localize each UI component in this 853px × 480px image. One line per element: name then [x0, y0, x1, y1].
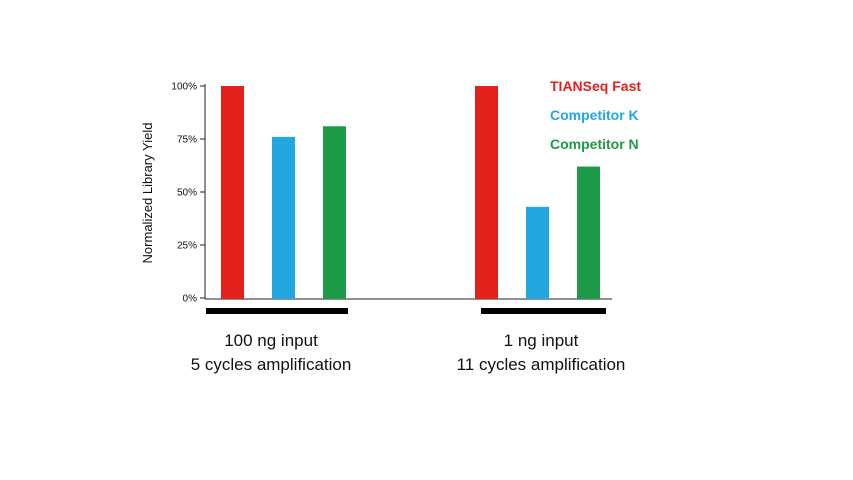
bar-competitor-k [526, 206, 549, 299]
group-bracket [206, 308, 348, 314]
group-label-line1: 100 ng input [224, 331, 318, 350]
legend-entry: Competitor K [550, 107, 639, 123]
bar-competitor-n [577, 166, 600, 299]
bar-tianseq-fast [475, 86, 498, 299]
y-tick-label: 25% [177, 241, 197, 252]
group-bracket [481, 308, 606, 314]
legend-entry: TIANSeq Fast [550, 78, 641, 94]
y-tick-label: 100% [171, 82, 197, 93]
legend-entry: Competitor N [550, 136, 639, 152]
bar-competitor-k [272, 136, 295, 299]
group-label-line1: 1 ng input [504, 331, 579, 350]
y-tick-label: 75% [177, 135, 197, 146]
group-labels: 100 ng input 5 cycles amplification 1 ng i… [191, 331, 626, 374]
bar-tianseq-fast [221, 86, 244, 299]
y-axis-title: Normalized Library Yield [140, 123, 155, 264]
bars [221, 86, 600, 299]
group-label-line2: 11 cycles amplification [457, 355, 626, 374]
bar-competitor-n [323, 126, 346, 299]
group-brackets [206, 308, 606, 314]
group-label-line2: 5 cycles amplification [191, 355, 352, 374]
y-tick-label: 50% [177, 188, 197, 199]
legend: TIANSeq Fast Competitor K Competitor N [550, 78, 641, 152]
y-tick-label: 0% [183, 294, 198, 305]
y-ticks: 0% 25% 50% 75% 100% [171, 82, 205, 305]
